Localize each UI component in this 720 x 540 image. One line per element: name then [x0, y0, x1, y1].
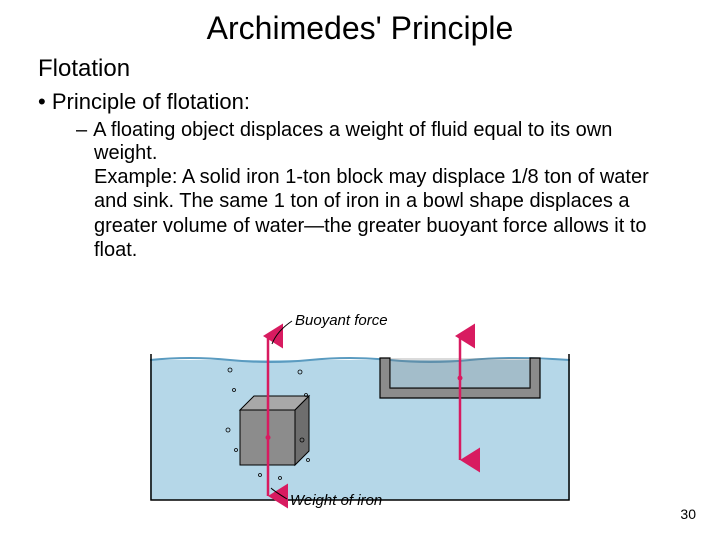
bullet-level-2: –A floating object displaces a weight of…: [18, 115, 720, 165]
slide-subtitle: Flotation: [0, 47, 720, 83]
bullet-level-1: Principle of flotation:: [0, 83, 720, 115]
svg-text:Weight of iron: Weight of iron: [290, 492, 382, 509]
bullet2-text: A floating object displaces a weight of …: [93, 119, 612, 164]
page-number: 30: [680, 506, 696, 522]
flotation-diagram: Buoyant force Weight of iron: [150, 300, 570, 510]
svg-text:Buoyant force: Buoyant force: [295, 312, 388, 329]
slide-title: Archimedes' Principle: [0, 0, 720, 47]
example-text: Example: A solid iron 1-ton block may di…: [0, 165, 720, 263]
